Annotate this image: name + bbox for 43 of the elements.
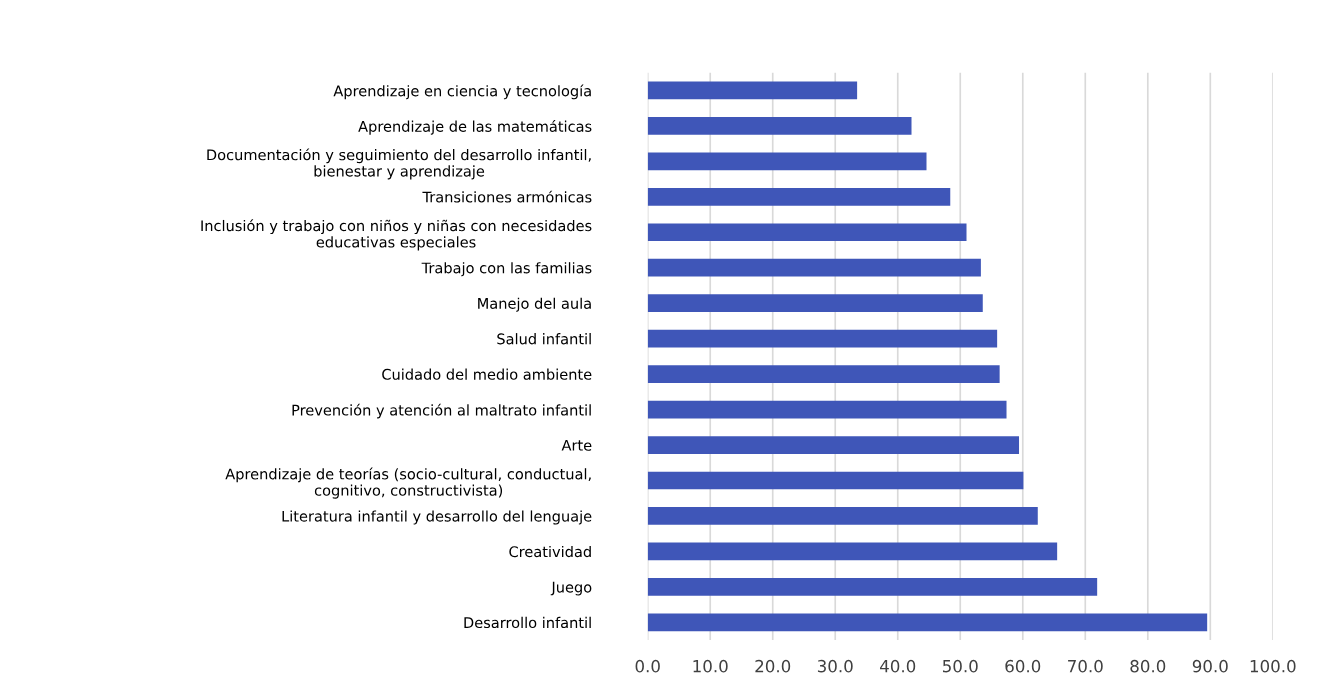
bar bbox=[647, 578, 1098, 596]
bar bbox=[647, 187, 951, 206]
y-tick-label: Creatividad bbox=[509, 545, 591, 558]
bar bbox=[647, 116, 912, 135]
x-tick-label: 90.0 bbox=[1192, 659, 1228, 673]
x-tick-label: 50.0 bbox=[942, 659, 978, 673]
bar bbox=[647, 329, 998, 348]
bar bbox=[647, 542, 1058, 561]
y-tick-label: Aprendizaje de las matemáticas bbox=[358, 120, 592, 135]
bar bbox=[647, 471, 1024, 490]
x-tick-label: 0.0 bbox=[635, 659, 660, 673]
bar bbox=[647, 613, 1208, 632]
x-tick-label: 30.0 bbox=[817, 659, 853, 673]
y-tick-label: Transiciones armónicas bbox=[422, 190, 592, 203]
x-tick-label: 40.0 bbox=[880, 659, 916, 673]
bar bbox=[647, 294, 983, 313]
y-tick-label: Manejo del aula bbox=[478, 297, 591, 312]
bar bbox=[647, 400, 1007, 419]
y-tick-label: Inclusión y trabajo con niños y niñas con necesidades educativas especiales bbox=[201, 219, 592, 251]
bar bbox=[647, 81, 858, 100]
y-tick-label: Salud infantil bbox=[497, 333, 591, 345]
y-tick-label: Prevención y atención al maltrato infantil bbox=[292, 403, 591, 419]
x-tick-label: 80.0 bbox=[1130, 659, 1166, 673]
x-tick-label: 20.0 bbox=[755, 659, 791, 673]
y-tick-label: Desarrollo infantil bbox=[464, 616, 591, 629]
y-tick-label: Arte bbox=[561, 439, 592, 451]
bar bbox=[647, 223, 967, 242]
bar bbox=[647, 258, 981, 277]
bar bbox=[647, 152, 927, 171]
y-tick-label: Literatura infantil y desarrollo del lenguaje bbox=[282, 510, 592, 525]
y-tick-label: Juego bbox=[550, 581, 592, 596]
x-tick-label: 60.0 bbox=[1005, 659, 1041, 673]
bar bbox=[647, 436, 1020, 454]
y-tick-label: Documentación y seguimiento del desarrollo infantil, bienestar y aprendizaje bbox=[207, 148, 591, 180]
x-tick-label: 10.0 bbox=[693, 659, 728, 673]
y-tick-label: Aprendizaje de teorías (socio-cultural, conductual, cognitivo, constructivista) bbox=[225, 467, 591, 499]
x-tick-label: 70.0 bbox=[1068, 659, 1103, 673]
y-tick-label: Cuidado del medio ambiente bbox=[382, 368, 592, 380]
y-tick-label: Aprendizaje en ciencia y tecnología bbox=[333, 84, 591, 100]
x-tick-label: 100.0 bbox=[1250, 659, 1296, 673]
y-tick-label: Trabajo con las familias bbox=[421, 262, 592, 277]
bar bbox=[647, 507, 1038, 525]
bar bbox=[647, 365, 1000, 383]
